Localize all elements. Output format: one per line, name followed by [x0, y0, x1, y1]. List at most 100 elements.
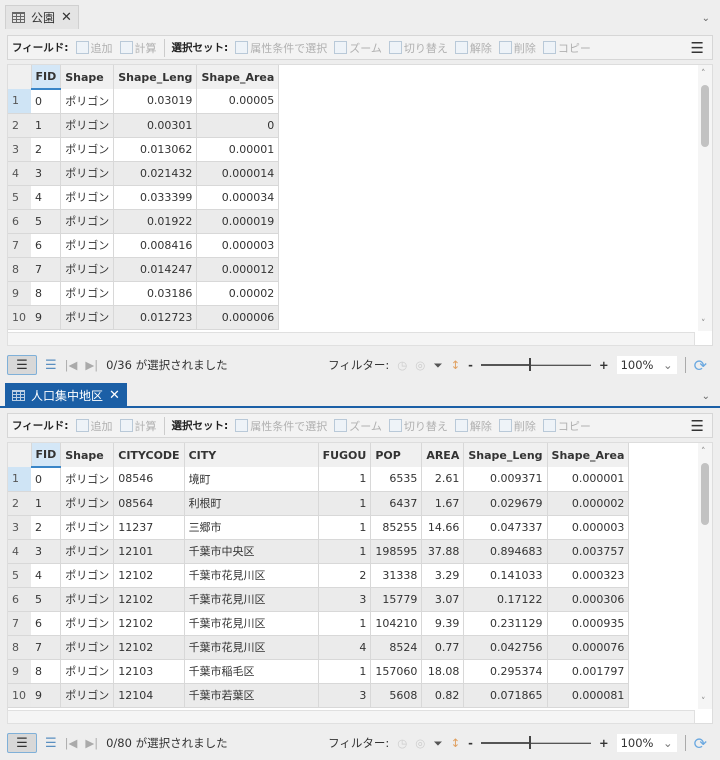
table-cell[interactable]: 1 — [318, 491, 372, 516]
table-row[interactable]: 5 4 ポリゴン 12102 千葉市花見川区 2 31338 3.29 0.141033 0.00… — [8, 563, 630, 588]
zoom-in-icon[interactable]: + — [598, 358, 609, 372]
table-cell[interactable]: 1 — [318, 467, 372, 492]
table-cell[interactable]: 0 — [31, 89, 62, 114]
table-cell[interactable]: 3 — [318, 683, 372, 708]
table-cell[interactable]: 12101 — [113, 539, 185, 564]
table-cell[interactable]: 0.00002 — [196, 281, 280, 306]
first-record-icon[interactable]: |◀ — [64, 736, 78, 750]
show-selected-records-icon[interactable]: ☰ — [45, 357, 57, 373]
row-number[interactable]: 2 — [8, 491, 31, 516]
table-cell[interactable]: 0.000081 — [547, 683, 630, 708]
zoom-level-select[interactable]: 100% ⌄ — [616, 734, 677, 752]
show-selected-records-icon[interactable]: ☰ — [45, 735, 57, 751]
column-header[interactable]: CITY — [184, 443, 319, 467]
table-cell[interactable]: 0.000006 — [196, 305, 280, 330]
table-cell[interactable]: ポリゴン — [60, 185, 115, 210]
table-cell[interactable]: ポリゴン — [60, 587, 115, 612]
table-cell[interactable]: 0.17122 — [463, 587, 548, 612]
row-number[interactable]: 2 — [8, 113, 31, 138]
range-filter-icon[interactable]: ◎ — [415, 358, 426, 372]
zoom-to-selection-button[interactable]: ズーム — [334, 40, 382, 56]
table-cell[interactable]: 08564 — [113, 491, 185, 516]
table-row[interactable]: 7 6 ポリゴン 0.008416 0.000003 — [8, 233, 280, 258]
add-field-button[interactable]: 追加 — [75, 418, 113, 434]
table-cell[interactable]: 31338 — [370, 563, 423, 588]
column-header[interactable]: Shape — [60, 443, 115, 467]
delete-selection-button[interactable]: 削除 — [498, 40, 536, 56]
table-cell[interactable]: 6535 — [370, 467, 423, 492]
table-cell[interactable]: 104210 — [370, 611, 423, 636]
table-cell[interactable]: 12104 — [113, 683, 185, 708]
select-by-attributes-button[interactable]: 属性条件で選択 — [235, 40, 327, 56]
table-cell[interactable]: 11237 — [113, 515, 185, 540]
delete-selection-button[interactable]: 削除 — [498, 418, 536, 434]
table-cell[interactable]: 5 — [31, 587, 62, 612]
table-cell[interactable]: 0.00301 — [113, 113, 198, 138]
table-row[interactable]: 1 0 ポリゴン 0.03019 0.00005 — [8, 89, 280, 114]
table-cell[interactable]: 0.000935 — [547, 611, 630, 636]
table-cell[interactable]: 1 — [318, 515, 372, 540]
table-cell[interactable]: 9.39 — [421, 611, 465, 636]
table-cell[interactable]: ポリゴン — [60, 89, 115, 114]
row-number[interactable]: 9 — [8, 281, 31, 306]
table-row[interactable]: 5 4 ポリゴン 0.033399 0.000034 — [8, 185, 280, 210]
row-number[interactable]: 1 — [8, 467, 31, 492]
table-cell[interactable]: 千葉市中央区 — [184, 539, 319, 564]
calculate-field-button[interactable]: 計算 — [119, 418, 157, 434]
table-row[interactable]: 10 9 ポリゴン 12104 千葉市若葉区 3 5608 0.82 0.071865 0.000… — [8, 683, 630, 708]
select-all-corner[interactable] — [8, 443, 32, 467]
table-cell[interactable]: 4 — [31, 563, 62, 588]
table-cell[interactable]: 5 — [31, 209, 62, 234]
column-header[interactable]: FUGOU — [318, 443, 372, 467]
copy-selection-button[interactable]: コピー — [542, 418, 591, 434]
table-cell[interactable]: 1 — [318, 539, 372, 564]
table-cell[interactable]: 12102 — [113, 563, 185, 588]
table-cell[interactable]: 0.00005 — [196, 89, 280, 114]
table-cell[interactable]: ポリゴン — [60, 209, 115, 234]
scroll-thumb[interactable] — [701, 85, 709, 147]
clear-selection-button[interactable]: 解除 — [454, 418, 492, 434]
table-cell[interactable]: 1.67 — [421, 491, 465, 516]
row-number[interactable]: 4 — [8, 161, 31, 186]
table-cell[interactable]: ポリゴン — [60, 563, 115, 588]
table-cell[interactable]: 0.000014 — [196, 161, 280, 186]
table-cell[interactable]: 157060 — [370, 659, 423, 684]
table-cell[interactable]: ポリゴン — [60, 305, 115, 330]
horizontal-scrollbar[interactable] — [7, 332, 695, 346]
row-number[interactable]: 5 — [8, 185, 31, 210]
table-cell[interactable]: ポリゴン — [60, 635, 115, 660]
calculate-field-button[interactable]: 計算 — [119, 40, 157, 56]
table-cell[interactable]: 0.003757 — [547, 539, 630, 564]
row-number[interactable]: 8 — [8, 635, 31, 660]
table-cell[interactable]: 0.01922 — [113, 209, 198, 234]
table-cell[interactable]: 0.029679 — [463, 491, 548, 516]
clear-selection-button[interactable]: 解除 — [454, 40, 492, 56]
last-record-icon[interactable]: ▶| — [85, 358, 99, 372]
table-cell[interactable]: 1 — [31, 113, 62, 138]
row-number[interactable]: 3 — [8, 515, 31, 540]
table-cell[interactable]: 4 — [31, 185, 62, 210]
table-cell[interactable]: 8 — [31, 281, 62, 306]
table-row[interactable]: 10 9 ポリゴン 0.012723 0.000006 — [8, 305, 280, 330]
zoom-level-select[interactable]: 100% ⌄ — [616, 356, 677, 374]
add-field-button[interactable]: 追加 — [75, 40, 113, 56]
table-cell[interactable]: 1 — [318, 611, 372, 636]
table-cell[interactable]: 37.88 — [421, 539, 465, 564]
row-number[interactable]: 3 — [8, 137, 31, 162]
table-row[interactable]: 1 0 ポリゴン 08546 境町 1 6535 2.61 0.009371 0.000001 — [8, 467, 630, 492]
table-cell[interactable]: 0.03019 — [113, 89, 198, 114]
table-cell[interactable]: ポリゴン — [60, 611, 115, 636]
table-cell[interactable]: 0.000003 — [547, 515, 630, 540]
zoom-out-icon[interactable]: - — [468, 736, 473, 750]
table-cell[interactable]: ポリゴン — [60, 659, 115, 684]
row-number[interactable]: 10 — [8, 305, 31, 330]
table-cell[interactable]: 1 — [31, 491, 62, 516]
scroll-thumb[interactable] — [701, 463, 709, 525]
zoom-to-selection-button[interactable]: ズーム — [334, 418, 382, 434]
first-record-icon[interactable]: |◀ — [64, 358, 78, 372]
table-cell[interactable]: 千葉市花見川区 — [184, 563, 319, 588]
table-cell[interactable]: 6 — [31, 611, 62, 636]
table-cell[interactable]: ポリゴン — [60, 161, 115, 186]
row-number[interactable]: 10 — [8, 683, 31, 708]
table-cell[interactable]: ポリゴン — [60, 539, 115, 564]
